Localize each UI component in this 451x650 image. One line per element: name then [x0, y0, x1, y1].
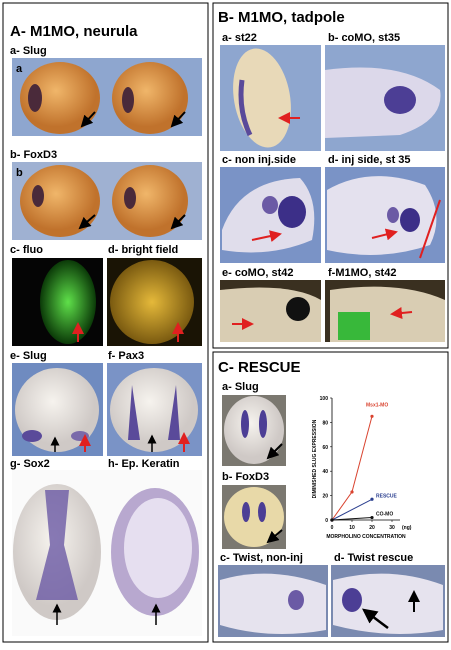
data-point — [330, 518, 334, 522]
panel-label: c- Twist, non-inj — [220, 552, 303, 564]
panel-title: A- M1MO, neurula — [10, 23, 138, 40]
y-tick-label: 40 — [322, 469, 328, 475]
panel-label: f- Pax3 — [108, 350, 144, 362]
photo — [220, 167, 445, 263]
panel-label: e- coMO, st42 — [222, 267, 294, 279]
photo — [220, 280, 445, 342]
series-line — [331, 498, 373, 521]
photo — [220, 45, 445, 151]
series-label: CO-MO — [376, 512, 393, 518]
series-label: Msx1-MO — [366, 402, 388, 408]
photo — [12, 58, 202, 136]
series-line — [331, 416, 373, 521]
panel-label: d- Twist rescue — [334, 552, 413, 564]
panel-label: d- inj side, st 35 — [328, 154, 411, 166]
panel-label: a — [16, 63, 23, 75]
panel-label: h- Ep. Keratin — [108, 458, 180, 470]
data-point — [370, 497, 374, 501]
y-tick-label: 20 — [322, 494, 328, 500]
panel-label: b- coMO, st35 — [328, 32, 400, 44]
series-label: RESCUE — [376, 493, 398, 499]
panel-label: b- FoxD3 — [10, 149, 57, 161]
panel-label: c- fluo — [10, 244, 43, 256]
panel-frame — [2, 2, 209, 643]
x-unit: (ng) — [402, 525, 412, 531]
y-axis-label: DIMINISHED SLUG EXPRESSION — [312, 419, 318, 498]
panel-frame — [212, 351, 449, 643]
panel-label: a- Slug — [222, 381, 259, 393]
panel-label: a- Slug — [10, 45, 47, 57]
y-tick-label: 80 — [322, 420, 328, 426]
x-tick-label: 30 — [389, 525, 395, 531]
x-tick-label: 0 — [331, 525, 334, 531]
photo — [12, 363, 202, 456]
panel-label: a- st22 — [222, 32, 257, 44]
x-tick-label: 10 — [349, 525, 355, 531]
photo — [12, 258, 202, 346]
photo — [218, 565, 445, 637]
chart: 0 20 40 60 80 100 0 10 20 30 (ng) MORPHOLINO CONCEN… — [312, 396, 412, 540]
panel-label: f-M1MO, st42 — [328, 267, 396, 279]
data-point — [350, 490, 354, 494]
y-tick-label: 0 — [325, 518, 328, 524]
photo — [222, 395, 286, 549]
photo — [12, 470, 202, 636]
photo — [12, 162, 202, 240]
panel-label: c- non inj.side — [222, 154, 296, 166]
data-point — [370, 414, 374, 418]
panel-label: b- FoxD3 — [222, 471, 269, 483]
series-line — [331, 517, 373, 521]
panel-label: e- Slug — [10, 350, 47, 362]
panel-label: d- bright field — [108, 244, 178, 256]
panel-frame — [212, 2, 449, 349]
panel-title: C- RESCUE — [218, 359, 301, 376]
x-tick-label: 20 — [369, 525, 375, 531]
data-point — [370, 515, 374, 520]
panel-label: g- Sox2 — [10, 458, 50, 470]
y-tick-label: 100 — [320, 396, 329, 402]
y-tick-label: 60 — [322, 445, 328, 451]
panel-title: B- M1MO, tadpole — [218, 9, 345, 26]
x-axis-label: MORPHOLINO CONCENTRATION — [326, 534, 406, 540]
panel-label: b — [16, 167, 23, 179]
